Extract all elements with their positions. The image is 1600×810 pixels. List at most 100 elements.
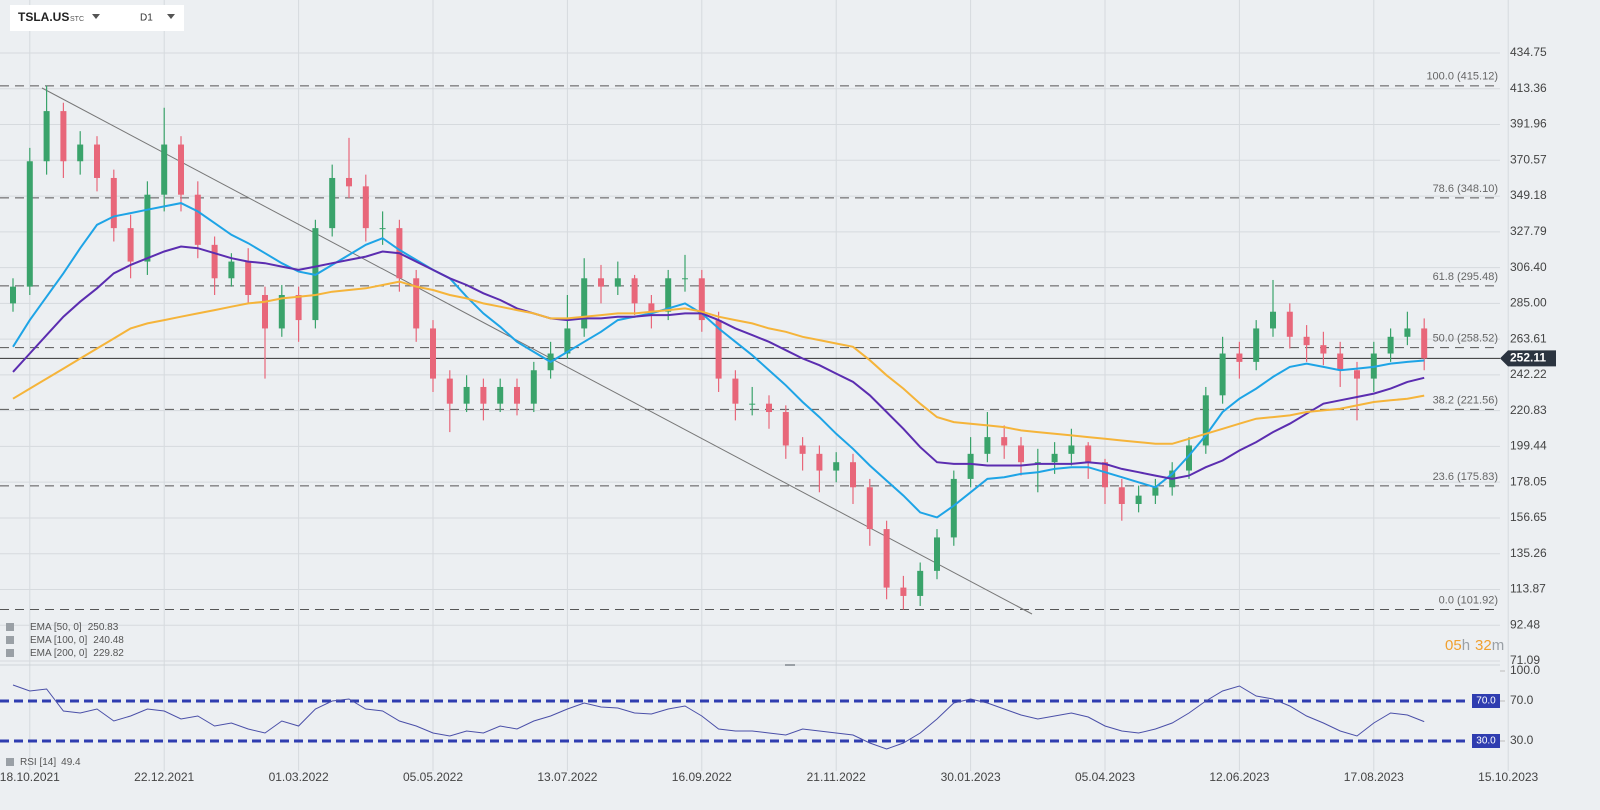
y-tick-label: 113.87: [1510, 582, 1546, 596]
candle-body: [480, 386, 487, 404]
candle-body: [10, 286, 16, 304]
candle-body: [934, 537, 940, 571]
dropdown-caret: [167, 14, 175, 19]
grid-layer: [0, 0, 1509, 771]
x-tick-label: 17.08.2023: [1344, 770, 1404, 784]
candle-body: [1303, 336, 1310, 346]
countdown-part: 32: [1475, 637, 1492, 654]
x-tick-label: 30.01.2023: [941, 770, 1001, 784]
fib-label: 38.2 (221.56): [1433, 394, 1498, 406]
candle-body: [1186, 445, 1192, 471]
candle-body: [1404, 328, 1411, 337]
candle-body: [1051, 453, 1058, 463]
candle-body: [1387, 336, 1394, 354]
legend-value: 240.48: [93, 635, 124, 646]
legend-entry: EMA [100, 0] 240.48: [30, 635, 124, 646]
y-tick-label: 70.0: [1510, 693, 1534, 707]
candle-body: [665, 278, 672, 312]
countdown: 05h 32m: [1445, 637, 1504, 654]
candle-body: [1354, 370, 1360, 379]
y-tick-label: 156.65: [1510, 510, 1547, 524]
legend-entry: EMA [50, 0] 250.83: [30, 622, 119, 633]
candle-body: [1102, 462, 1108, 488]
legend-icon: [6, 649, 14, 657]
y-tick-label: 199.44: [1510, 439, 1547, 453]
symbol-selector[interactable]: TSLA.US STC D1: [10, 5, 184, 31]
candle-body: [1068, 445, 1075, 454]
candle-body: [648, 303, 655, 312]
candle-body: [178, 144, 184, 195]
y-tick-label: 263.61: [1510, 331, 1547, 345]
market: STC: [70, 16, 84, 23]
x-tick-label: 12.06.2023: [1209, 770, 1269, 784]
candle-body: [463, 386, 470, 404]
candle-body: [278, 295, 285, 329]
candle-body: [984, 437, 991, 454]
candle-body: [1337, 353, 1344, 371]
y-tick-label: 135.26: [1510, 546, 1547, 560]
y-tick-label: 100.0: [1510, 663, 1540, 677]
candle-body: [766, 403, 772, 413]
y-tick-label: 327.79: [1510, 224, 1547, 238]
x-tick-label: 22.12.2021: [134, 770, 194, 784]
price-tag-label: 252.11: [1510, 351, 1546, 365]
header-box: [10, 5, 184, 31]
candle-body: [228, 261, 235, 279]
fib-label: 0.0 (101.92): [1439, 594, 1498, 606]
candle-body: [900, 587, 907, 596]
candle-body: [295, 295, 302, 321]
rsi-line: [12, 684, 1425, 750]
candle-body: [1152, 487, 1159, 496]
marks-layer: [10, 85, 1428, 750]
candle-body: [749, 403, 756, 405]
candle-body: [799, 445, 806, 454]
candle-body: [430, 328, 436, 379]
x-tick-label: 18.10.2021: [0, 770, 60, 784]
candle-body: [581, 278, 588, 329]
candle-body: [346, 177, 352, 187]
x-tick-label: 15.10.2023: [1478, 770, 1538, 784]
legend-name: RSI [14]: [20, 757, 56, 768]
candle-body: [1270, 311, 1276, 329]
candle-body: [379, 228, 386, 230]
candle-body: [1253, 328, 1260, 362]
legend-icon: [6, 758, 14, 766]
y-tick-label: 178.05: [1510, 474, 1547, 488]
candle-body: [43, 111, 50, 162]
candle-body: [631, 278, 638, 304]
legend-icon: [6, 636, 14, 644]
countdown-part: m: [1492, 637, 1505, 654]
y-tick-label: 349.18: [1510, 188, 1547, 202]
candle-body: [211, 244, 218, 279]
candle-body: [329, 177, 336, 229]
rsi-level-box: [1472, 694, 1500, 708]
y-tick-label: 242.22: [1510, 367, 1547, 381]
candle-body: [446, 378, 453, 404]
y-tick-label: 71.09: [1510, 653, 1540, 667]
legend-icon: [6, 623, 14, 631]
interval[interactable]: D1: [140, 13, 153, 24]
candle-body: [816, 453, 823, 471]
candle-body: [1085, 445, 1092, 463]
y-tick-label: 434.75: [1510, 45, 1547, 59]
candle-body: [698, 278, 705, 321]
candle-body: [564, 328, 571, 354]
y-tick-label: 370.57: [1510, 152, 1547, 166]
candle-body: [110, 177, 117, 229]
y-tick-label: 285.00: [1510, 296, 1547, 310]
ema-line: [12, 280, 1425, 445]
candle-body: [362, 186, 369, 229]
legend-entry: EMA [200, 0] 229.82: [30, 648, 124, 659]
candle-body: [950, 478, 957, 538]
x-tick-label: 01.03.2022: [269, 770, 329, 784]
candle-body: [715, 320, 722, 379]
ema-line: [12, 245, 1425, 480]
legend-entry: RSI [14] 49.4: [20, 757, 81, 768]
fib-label: 100.0 (415.12): [1426, 71, 1498, 83]
y-tick-label: 391.96: [1510, 117, 1547, 131]
price-tag: [1500, 350, 1556, 367]
candle-body: [1421, 328, 1428, 359]
candle-body: [614, 278, 621, 287]
